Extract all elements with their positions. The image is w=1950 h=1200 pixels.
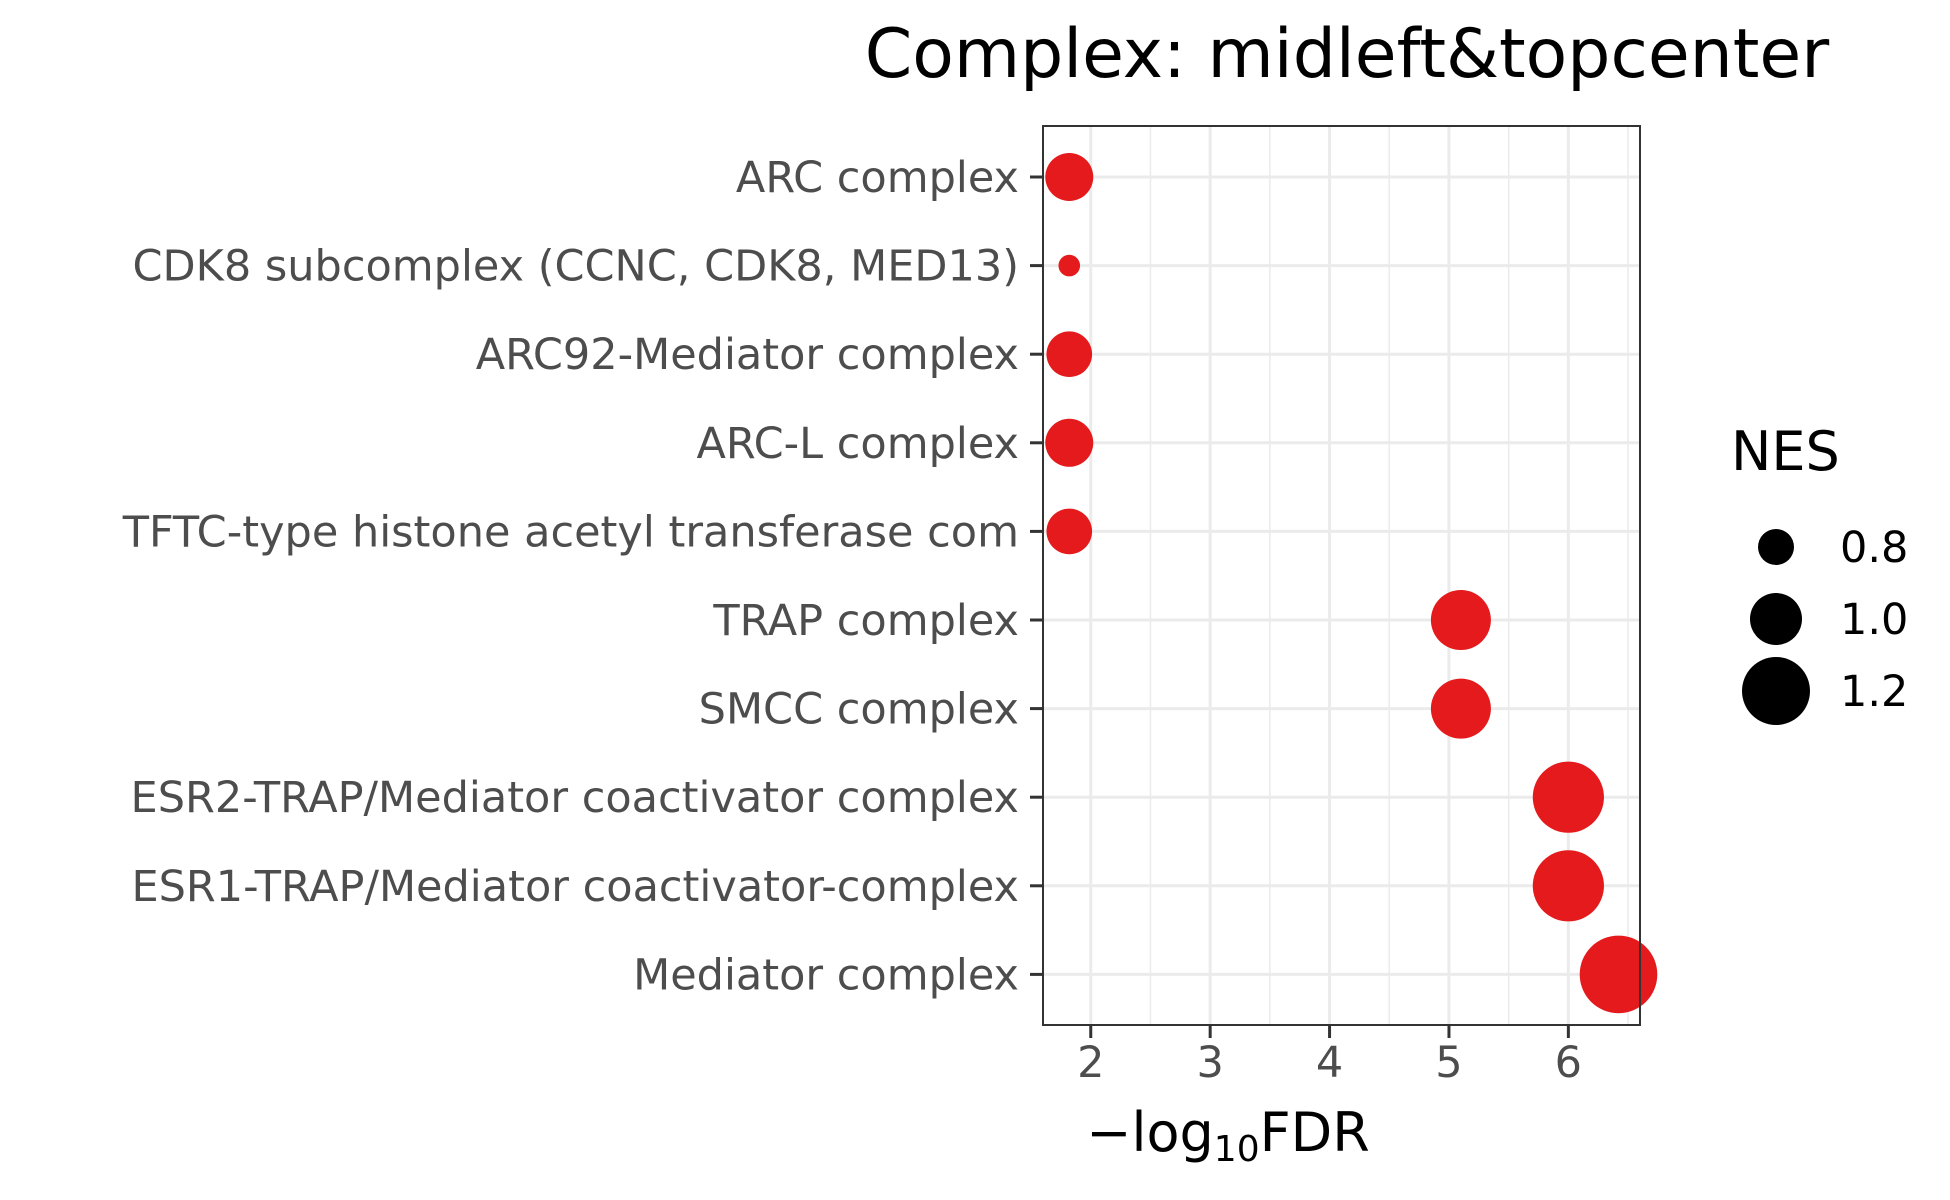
data-point	[1532, 850, 1604, 922]
legend-title: NES	[1731, 420, 1840, 483]
legend-key	[1742, 657, 1810, 725]
x-axis-title-subscript: 10	[1214, 1129, 1260, 1170]
x-axis-title: −log10FDR	[1086, 1101, 1370, 1170]
y-tick-label: ESR2-TRAP/Mediator coactivator complex	[131, 773, 1019, 823]
legend-key	[1750, 593, 1802, 645]
data-point	[1532, 761, 1604, 833]
x-axis: 2 3 4 5 6	[1077, 1025, 1582, 1088]
y-axis: ARC complex CDK8 subcomplex (CCNC, CDK8, …	[122, 153, 1043, 1000]
y-tick-label: TRAP complex	[712, 596, 1019, 646]
data-point	[1058, 254, 1081, 277]
legend: NES 0.8 1.0 1.2	[1731, 420, 1908, 725]
y-tick-label: Mediator complex	[633, 950, 1019, 1000]
chart-title: Complex: midleft&topcenter	[865, 15, 1829, 94]
data-point	[1579, 935, 1658, 1014]
x-tick-label: 2	[1077, 1038, 1104, 1088]
y-tick-label: SMCC complex	[699, 685, 1019, 735]
legend-key	[1758, 529, 1794, 565]
legend-label: 1.2	[1840, 667, 1908, 717]
data-point	[1045, 153, 1094, 201]
data-point	[1046, 331, 1093, 378]
x-tick-label: 3	[1196, 1038, 1223, 1088]
plot-area	[1042, 125, 1658, 1026]
y-tick-label: TFTC-type histone acetyl transferase com	[122, 507, 1019, 557]
y-tick-label: ARC-L complex	[696, 419, 1019, 469]
y-tick-label: ARC complex	[736, 153, 1019, 203]
data-point	[1430, 590, 1491, 650]
x-tick-label: 6	[1555, 1038, 1582, 1088]
x-tick-label: 4	[1316, 1038, 1343, 1088]
y-tick-label: ESR1-TRAP/Mediator coactivator-complex	[131, 862, 1019, 912]
legend-label: 0.8	[1840, 523, 1908, 573]
data-point	[1046, 508, 1093, 555]
data-point	[1430, 678, 1491, 739]
legend-label: 1.0	[1840, 595, 1908, 645]
x-tick-label: 5	[1435, 1038, 1462, 1088]
y-tick-label: ARC92-Mediator complex	[476, 330, 1019, 380]
panel-border	[1042, 125, 1641, 1026]
data-point	[1045, 418, 1094, 467]
y-tick-label: CDK8 subcomplex (CCNC, CDK8, MED13)	[133, 242, 1019, 292]
